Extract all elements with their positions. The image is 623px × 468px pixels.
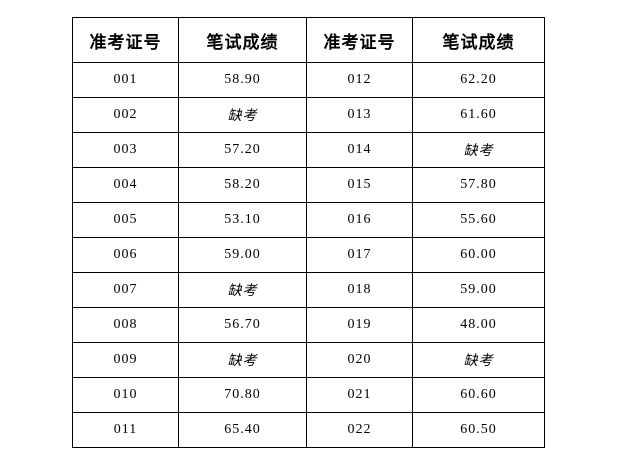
cell-exam-id: 012 (306, 62, 413, 98)
cell-exam-id: 016 (306, 202, 413, 238)
cell-score: 60.50 (412, 412, 545, 448)
cell-exam-id: 001 (72, 62, 179, 98)
cell-score: 缺考 (178, 342, 307, 378)
cell-exam-id: 006 (72, 237, 179, 273)
cell-exam-id: 017 (306, 237, 413, 273)
column-header-score-left: 笔试成绩 (178, 17, 307, 63)
cell-exam-id: 010 (72, 377, 179, 413)
cell-exam-id: 019 (306, 307, 413, 343)
cell-score: 58.90 (178, 62, 307, 98)
cell-exam-id: 013 (306, 97, 413, 133)
cell-exam-id: 005 (72, 202, 179, 238)
cell-score: 57.80 (412, 167, 545, 203)
column-header-exam-id-right: 准考证号 (306, 17, 413, 63)
table-row: 004 58.20 015 57.80 (72, 167, 545, 203)
column-header-score-right: 笔试成绩 (412, 17, 545, 63)
cell-score: 缺考 (178, 97, 307, 133)
cell-score: 60.00 (412, 237, 545, 273)
cell-score: 缺考 (412, 132, 545, 168)
cell-score: 58.20 (178, 167, 307, 203)
cell-score: 59.00 (412, 272, 545, 308)
column-header-exam-id-left: 准考证号 (72, 17, 179, 63)
table-row: 009 缺考 020 缺考 (72, 342, 545, 378)
cell-score: 70.80 (178, 377, 307, 413)
cell-exam-id: 008 (72, 307, 179, 343)
cell-score: 56.70 (178, 307, 307, 343)
header-row: 准考证号 笔试成绩 准考证号 笔试成绩 (72, 17, 545, 63)
cell-exam-id: 014 (306, 132, 413, 168)
table-row: 002 缺考 013 61.60 (72, 97, 545, 133)
cell-score: 62.20 (412, 62, 545, 98)
cell-score: 缺考 (412, 342, 545, 378)
table-row: 003 57.20 014 缺考 (72, 132, 545, 168)
cell-score: 59.00 (178, 237, 307, 273)
cell-score: 53.10 (178, 202, 307, 238)
cell-exam-id: 004 (72, 167, 179, 203)
cell-exam-id: 018 (306, 272, 413, 308)
table-row: 008 56.70 019 48.00 (72, 307, 545, 343)
cell-score: 60.60 (412, 377, 545, 413)
table-row: 006 59.00 017 60.00 (72, 237, 545, 273)
cell-score: 55.60 (412, 202, 545, 238)
cell-exam-id: 022 (306, 412, 413, 448)
table-row: 010 70.80 021 60.60 (72, 377, 545, 413)
cell-score: 65.40 (178, 412, 307, 448)
cell-exam-id: 020 (306, 342, 413, 378)
table-row: 011 65.40 022 60.50 (72, 412, 545, 448)
score-table: 准考证号 笔试成绩 准考证号 笔试成绩 001 58.90 012 62.20 … (72, 17, 545, 448)
table-row: 007 缺考 018 59.00 (72, 272, 545, 308)
table-row: 001 58.90 012 62.20 (72, 62, 545, 98)
cell-exam-id: 011 (72, 412, 179, 448)
cell-exam-id: 002 (72, 97, 179, 133)
cell-exam-id: 009 (72, 342, 179, 378)
cell-score: 57.20 (178, 132, 307, 168)
cell-exam-id: 021 (306, 377, 413, 413)
cell-score: 61.60 (412, 97, 545, 133)
cell-exam-id: 007 (72, 272, 179, 308)
table-row: 005 53.10 016 55.60 (72, 202, 545, 238)
cell-exam-id: 015 (306, 167, 413, 203)
cell-score: 48.00 (412, 307, 545, 343)
cell-exam-id: 003 (72, 132, 179, 168)
cell-score: 缺考 (178, 272, 307, 308)
